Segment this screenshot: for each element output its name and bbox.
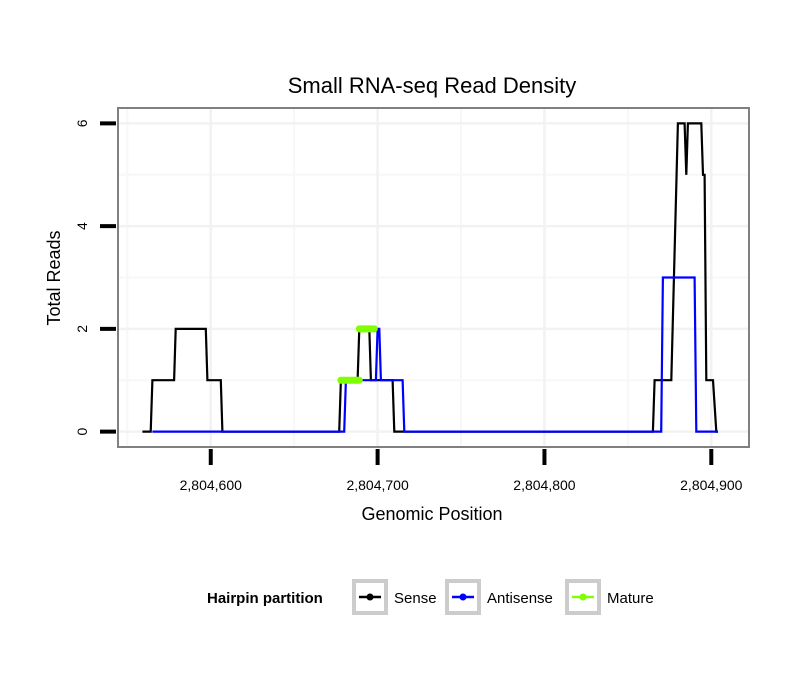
legend-label: Sense xyxy=(394,590,437,607)
x-tick-label: 2,804,600 xyxy=(180,477,242,493)
x-tick-label: 2,804,700 xyxy=(346,477,408,493)
y-axis: 0 2 4 6 xyxy=(74,119,116,436)
legend-key-point xyxy=(579,593,587,601)
legend-entry-mature: Mature xyxy=(565,579,654,615)
series-layer xyxy=(142,122,718,433)
x-axis: 2,804,600 2,804,700 2,804,800 2,804,900 xyxy=(180,449,743,493)
panel-border xyxy=(117,107,750,448)
x-axis-label: Genomic Position xyxy=(361,504,502,524)
y-tick-label: 4 xyxy=(74,222,90,230)
legend-title: Hairpin partition xyxy=(207,590,323,607)
legend-key-point xyxy=(459,593,467,601)
legend-key-point xyxy=(366,593,374,601)
plot-panel xyxy=(117,107,750,448)
y-tick-label: 2 xyxy=(74,325,90,333)
grid-lines xyxy=(119,109,748,446)
legend-entry-antisense: Antisense xyxy=(445,579,553,615)
y-tick-label: 6 xyxy=(74,119,90,127)
x-tick-label: 2,804,900 xyxy=(680,477,742,493)
legend-label: Mature xyxy=(607,590,654,607)
legend: Hairpin partition Sense Antisense Mature xyxy=(207,579,654,615)
legend-entry-sense: Sense xyxy=(352,579,437,615)
x-tick-label: 2,804,800 xyxy=(513,477,575,493)
y-axis-label: Total Reads xyxy=(44,230,64,325)
chart-title: Small RNA-seq Read Density xyxy=(288,73,577,98)
y-tick-label: 0 xyxy=(74,428,90,436)
legend-label: Antisense xyxy=(487,590,553,607)
